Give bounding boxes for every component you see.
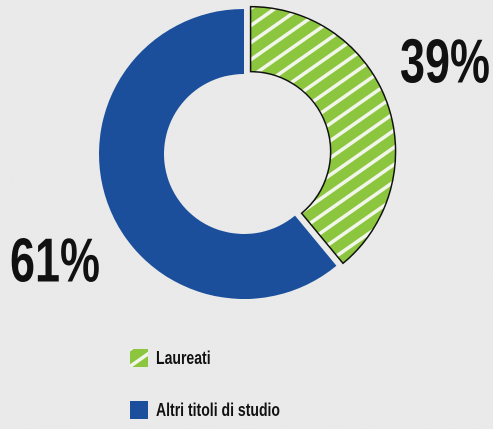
legend-swatch	[130, 401, 148, 419]
legend-label: Laureati	[156, 348, 211, 368]
value-label: 61%	[10, 226, 100, 295]
legend-swatch	[130, 349, 148, 367]
donut-slice	[98, 9, 337, 299]
value-label: 39%	[400, 27, 490, 96]
donut-slice	[249, 5, 397, 265]
legend-label: Altri titoli di studio	[156, 400, 280, 420]
